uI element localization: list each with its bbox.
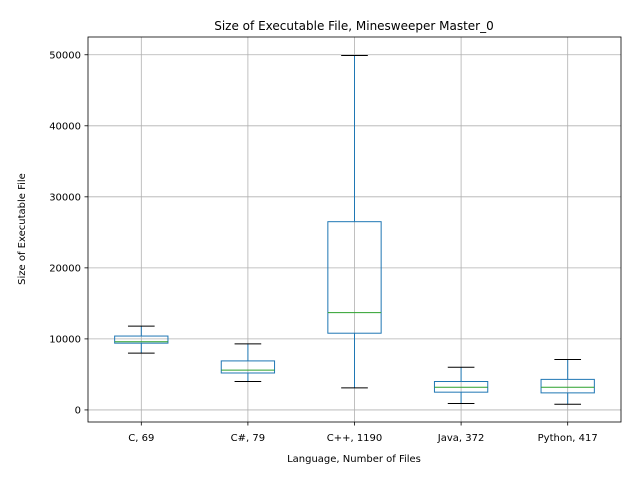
iqr-box	[114, 335, 169, 344]
box-group	[327, 54, 382, 389]
chart-title: Size of Executable File, Minesweeper Mas…	[214, 19, 494, 33]
x-tick-label: Java, 372	[437, 433, 485, 444]
y-tick-label: 40000	[49, 121, 81, 132]
x-axis-ticks: C, 69 C#, 79 C++, 1190 Java, 372 Python, 417	[128, 422, 598, 444]
y-axis-label: Size of Executable File	[17, 173, 28, 285]
y-tick-label: 20000	[49, 263, 81, 274]
box-group	[433, 366, 489, 405]
y-tick-label: 10000	[49, 334, 81, 345]
x-tick-label: C, 69	[128, 433, 154, 444]
x-tick-label: C#, 79	[231, 433, 265, 444]
box-group	[220, 343, 276, 383]
y-tick-label: 30000	[49, 192, 81, 203]
y-tick-label: 0	[75, 405, 81, 416]
y-axis-ticks: 0 10000 20000 30000 40000 50000	[49, 50, 88, 416]
x-tick-label: Python, 417	[538, 433, 598, 444]
iqr-box	[540, 378, 595, 394]
y-tick-label: 50000	[49, 50, 81, 61]
plot-frame	[87, 36, 622, 423]
x-tick-label: C++, 1190	[327, 433, 383, 444]
iqr-box	[327, 221, 382, 334]
iqr-box	[220, 360, 276, 374]
box-group	[114, 325, 169, 354]
x-axis-label: Language, Number of Files	[287, 454, 421, 465]
boxes-layer	[114, 54, 595, 405]
box-group	[540, 358, 595, 405]
